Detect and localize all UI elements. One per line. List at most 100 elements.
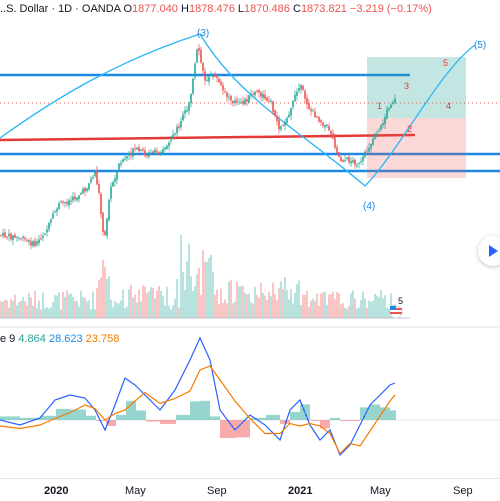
candle-body bbox=[310, 109, 312, 112]
volume-bar bbox=[14, 294, 16, 318]
elliott-curve[interactable] bbox=[0, 33, 476, 187]
candle-body bbox=[232, 100, 234, 103]
candle-body bbox=[212, 75, 214, 77]
us-flag-icon[interactable] bbox=[389, 305, 403, 319]
close-key: C bbox=[292, 3, 301, 15]
candle-body bbox=[6, 236, 8, 238]
histogram-bar bbox=[100, 420, 102, 421]
candle-body bbox=[80, 193, 82, 195]
candle-body bbox=[386, 109, 388, 119]
histogram-bar bbox=[78, 409, 80, 420]
candle-body bbox=[116, 170, 118, 180]
histogram-bar bbox=[74, 409, 76, 420]
histogram-bar bbox=[116, 414, 118, 420]
histogram-bar bbox=[98, 420, 100, 421]
sub-wave-2: 2 bbox=[407, 124, 412, 134]
position-profit-zone[interactable] bbox=[367, 57, 466, 118]
candle-body bbox=[52, 213, 54, 219]
support-line-red[interactable] bbox=[0, 133, 416, 142]
candle-body bbox=[182, 114, 184, 121]
histogram-bar bbox=[366, 407, 368, 420]
candle-body bbox=[156, 150, 158, 152]
candle-body bbox=[154, 149, 156, 153]
volume-bar bbox=[254, 286, 256, 318]
volume-bar bbox=[80, 290, 82, 318]
candle-body bbox=[350, 161, 352, 164]
histogram-bar bbox=[50, 415, 52, 420]
volume-bar bbox=[138, 289, 140, 318]
volume-bar bbox=[32, 305, 34, 318]
low-value: 1870.486 bbox=[244, 3, 290, 15]
indicator-legend[interactable]: e 9 4.864 28.623 23.758 bbox=[0, 333, 119, 345]
candle-body bbox=[390, 104, 392, 108]
candle-body bbox=[10, 233, 12, 240]
candle-body bbox=[316, 116, 318, 118]
volume-bar bbox=[262, 292, 264, 318]
histogram-bar bbox=[158, 420, 160, 422]
volume-bar bbox=[68, 294, 70, 318]
histogram-bar bbox=[60, 408, 62, 420]
histogram-bar bbox=[248, 420, 250, 438]
candle-body bbox=[300, 84, 302, 90]
volume-bar bbox=[310, 300, 312, 318]
volume-bar bbox=[48, 308, 50, 318]
volume-bar bbox=[326, 304, 328, 318]
histogram-bar bbox=[346, 420, 348, 421]
price-candles[interactable] bbox=[0, 43, 396, 250]
histogram-bar bbox=[282, 420, 284, 424]
volume-bar bbox=[144, 286, 146, 318]
histogram-bar bbox=[246, 420, 248, 438]
histogram-bar bbox=[164, 420, 166, 424]
histogram-bar bbox=[392, 410, 394, 420]
candle-body bbox=[244, 99, 246, 105]
candle-body bbox=[382, 122, 384, 126]
symbol-title[interactable]: ..S. Dollar · 1D · OANDA bbox=[0, 3, 121, 15]
volume-bar bbox=[350, 293, 352, 318]
histogram-bar bbox=[372, 404, 374, 420]
candle-body bbox=[296, 91, 298, 97]
candle-body bbox=[54, 211, 56, 213]
time-axis[interactable]: 2020 May Sep 2021 May Sep bbox=[0, 478, 500, 501]
histogram-bar bbox=[326, 420, 328, 429]
histogram-bar bbox=[4, 416, 6, 420]
volume-bar bbox=[384, 295, 386, 318]
candle-body bbox=[192, 78, 194, 94]
volume-bar bbox=[214, 294, 216, 318]
histogram-bar bbox=[14, 416, 16, 420]
histogram-bar bbox=[32, 417, 34, 420]
candle-body bbox=[214, 74, 216, 77]
volume-bar bbox=[334, 299, 336, 318]
histogram-bar bbox=[342, 420, 344, 421]
volume-bar bbox=[2, 301, 4, 318]
volume-bar bbox=[34, 290, 36, 318]
position-loss-zone[interactable] bbox=[367, 118, 466, 178]
histogram-bar bbox=[358, 420, 360, 421]
volume-bar bbox=[104, 266, 106, 318]
volume-bar bbox=[74, 301, 76, 318]
scroll-right-button[interactable] bbox=[478, 236, 500, 266]
histogram-bar bbox=[90, 415, 92, 420]
candle-body bbox=[238, 102, 240, 104]
candle-body bbox=[384, 117, 386, 125]
histogram-bar bbox=[30, 417, 32, 420]
indicator-name: e 9 bbox=[0, 333, 16, 345]
candle-body bbox=[30, 241, 32, 246]
volume-bar bbox=[150, 287, 152, 318]
candle-body bbox=[144, 150, 146, 156]
histogram-bar bbox=[240, 420, 242, 438]
candle-body bbox=[56, 208, 58, 212]
candle-body bbox=[62, 201, 64, 203]
volume-bar bbox=[370, 301, 372, 318]
candle-body bbox=[166, 145, 168, 149]
candle-body bbox=[260, 92, 262, 97]
volume-bar bbox=[246, 294, 248, 318]
wave-label-4: (4) bbox=[363, 201, 375, 212]
symbol-header: ..S. Dollar · 1D · OANDA O1877.040 H1878… bbox=[0, 3, 432, 15]
histogram-bar bbox=[370, 404, 372, 420]
candle-body bbox=[70, 200, 72, 202]
candle-body bbox=[372, 138, 374, 145]
histogram-bar bbox=[134, 400, 136, 420]
volume-bar bbox=[182, 271, 184, 318]
candle-body bbox=[140, 149, 142, 151]
